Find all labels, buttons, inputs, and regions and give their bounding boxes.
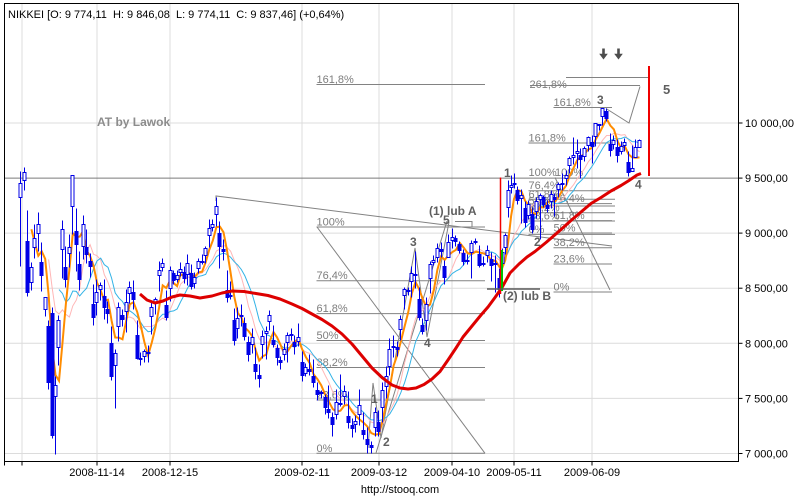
svg-text:76,4%: 76,4% <box>317 270 348 282</box>
svg-text:2: 2 <box>383 435 390 449</box>
svg-text:3: 3 <box>410 235 417 249</box>
svg-text:7 500,00: 7 500,00 <box>745 393 788 405</box>
svg-text:261,8%: 261,8% <box>530 79 568 91</box>
svg-text:61,8%: 61,8% <box>317 303 348 315</box>
svg-text:7 000,00: 7 000,00 <box>745 449 788 461</box>
svg-text:8 500,00: 8 500,00 <box>745 283 788 295</box>
svg-text:8 000,00: 8 000,00 <box>745 338 788 350</box>
svg-text:4: 4 <box>424 336 431 350</box>
svg-text:100%: 100% <box>317 217 345 229</box>
svg-text:5: 5 <box>443 213 450 227</box>
svg-text:1: 1 <box>504 166 511 180</box>
svg-text:0%: 0% <box>554 282 570 294</box>
svg-text:0%: 0% <box>317 443 333 455</box>
svg-text:9 000,00: 9 000,00 <box>745 228 788 240</box>
svg-text:5: 5 <box>663 82 670 97</box>
svg-text:2008-11-14: 2008-11-14 <box>69 467 124 479</box>
svg-text:50%: 50% <box>317 330 339 342</box>
svg-text:3: 3 <box>597 93 604 107</box>
svg-text:2009-03-12: 2009-03-12 <box>351 467 407 479</box>
svg-text:(1) lub A: (1) lub A <box>429 204 477 218</box>
svg-text:76,4%: 76,4% <box>529 180 560 192</box>
svg-text:9 500,00: 9 500,00 <box>745 173 788 185</box>
svg-text:2009-05-11: 2009-05-11 <box>486 467 541 479</box>
svg-text:2009-02-11: 2009-02-11 <box>274 467 329 479</box>
svg-text:61,8%: 61,8% <box>554 210 585 222</box>
svg-text:2: 2 <box>534 235 541 249</box>
svg-text:23,6%: 23,6% <box>554 254 585 266</box>
svg-text:38,2%: 38,2% <box>554 237 585 249</box>
svg-text:(2) lub B: (2) lub B <box>503 289 551 303</box>
svg-text:161,8%: 161,8% <box>554 97 592 109</box>
svg-text:http://stooq.com: http://stooq.com <box>361 484 439 496</box>
svg-text:2008-12-15: 2008-12-15 <box>142 467 198 479</box>
svg-text:2009-04-10: 2009-04-10 <box>424 467 480 479</box>
svg-text:161,8%: 161,8% <box>317 74 355 86</box>
svg-text:NIKKEI [O: 9 774,11 H: 9 846,: NIKKEI [O: 9 774,11 H: 9 846,08 L: 9 774… <box>8 9 344 21</box>
svg-text:1: 1 <box>371 392 378 406</box>
svg-text:4: 4 <box>635 178 642 192</box>
svg-text:100%: 100% <box>529 167 557 179</box>
svg-text:161,8%: 161,8% <box>529 133 567 145</box>
svg-text:2009-06-09: 2009-06-09 <box>564 467 620 479</box>
svg-text:AT by Lawok: AT by Lawok <box>97 115 170 129</box>
svg-text:10 000,00: 10 000,00 <box>745 118 794 130</box>
